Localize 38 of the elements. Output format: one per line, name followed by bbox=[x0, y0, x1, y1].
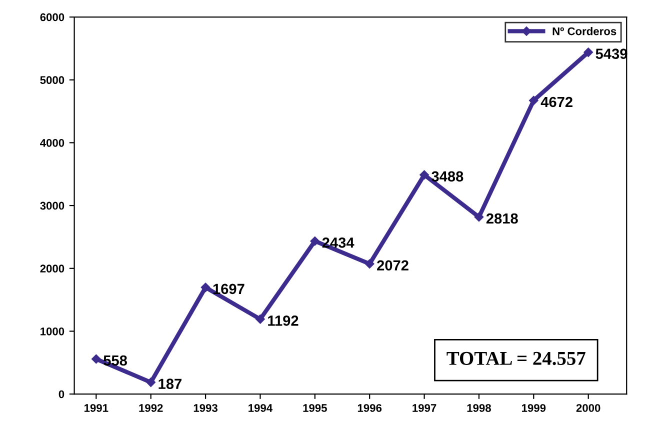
annotation: TOTAL = 24.557 bbox=[446, 352, 586, 366]
y-tick-label: 0 bbox=[58, 390, 64, 398]
x-tick-label: 1995 bbox=[303, 404, 327, 412]
point bbox=[364, 259, 374, 268]
point bbox=[529, 96, 538, 106]
x-tick-label: 1993 bbox=[194, 404, 218, 412]
y-tick-label: 6000 bbox=[40, 13, 64, 22]
legend-label: Nº Corderos bbox=[552, 27, 616, 36]
data-label: 1192 bbox=[268, 316, 298, 326]
point bbox=[310, 236, 320, 246]
y-tick-label: 4000 bbox=[40, 138, 64, 147]
point bbox=[474, 212, 484, 222]
x-tick-label: 1994 bbox=[248, 404, 273, 412]
y-tick-label: 5000 bbox=[40, 76, 64, 84]
data-label: 2072 bbox=[377, 260, 408, 271]
x-tick-label: 2000 bbox=[576, 404, 600, 412]
point bbox=[146, 378, 156, 387]
data-label: 4672 bbox=[540, 96, 572, 108]
point bbox=[92, 354, 101, 364]
point bbox=[584, 48, 593, 57]
x-tick-label: 1999 bbox=[522, 404, 546, 412]
x-tick-label: 1998 bbox=[467, 404, 491, 412]
x-tick-label: 1997 bbox=[412, 404, 436, 412]
y-tick-label: 3000 bbox=[40, 202, 64, 210]
data-label: 187 bbox=[158, 378, 182, 389]
point bbox=[420, 170, 429, 180]
data-label: 1697 bbox=[213, 284, 244, 294]
point bbox=[256, 314, 265, 324]
data-label: 3488 bbox=[432, 171, 464, 182]
y-tick-label: 2000 bbox=[40, 264, 64, 273]
data-label: 2434 bbox=[322, 237, 354, 248]
data-label: 558 bbox=[104, 355, 127, 366]
y-tick-label: 1000 bbox=[40, 327, 64, 336]
x-tick-label: 1996 bbox=[358, 404, 382, 412]
data-label: 2818 bbox=[486, 213, 518, 224]
point bbox=[200, 282, 210, 292]
x-tick-label: 1991 bbox=[84, 404, 108, 412]
x-tick-label: 1992 bbox=[139, 404, 163, 412]
